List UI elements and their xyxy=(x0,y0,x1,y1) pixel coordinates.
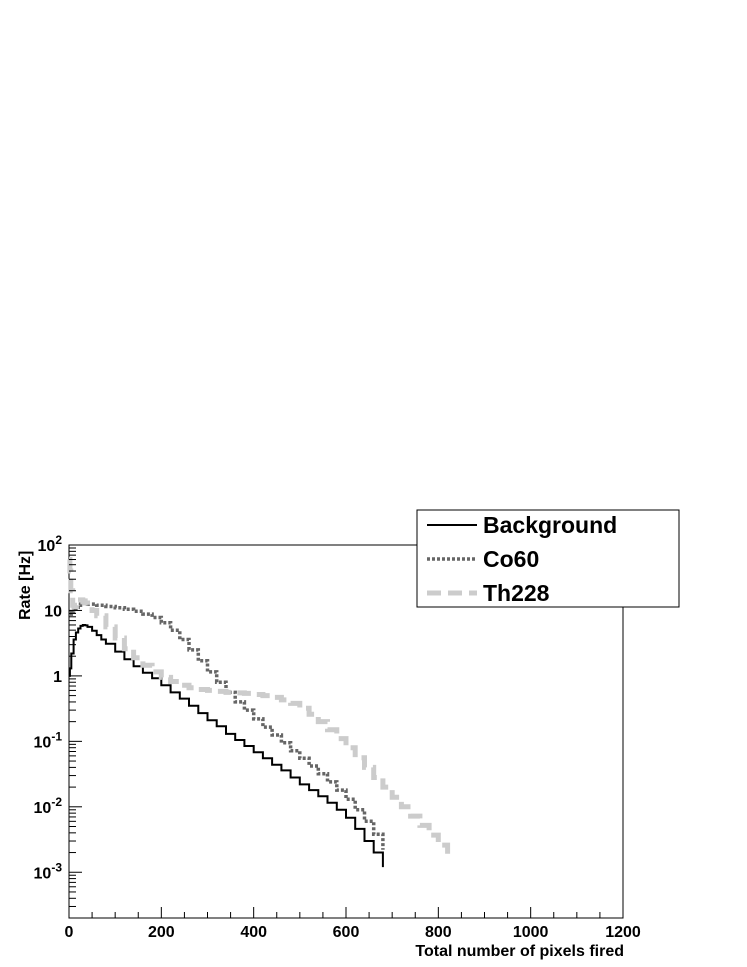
y-tick-label: 10-2 xyxy=(34,795,63,817)
x-tick-label: 800 xyxy=(425,924,452,941)
y-tick-label: 10-3 xyxy=(34,860,63,882)
series-line-th228 xyxy=(67,557,451,856)
y-tick-label: 102 xyxy=(38,533,63,555)
y-axis-label: Rate [Hz] xyxy=(17,551,34,620)
x-tick-label: 1200 xyxy=(605,924,641,941)
x-tick-label: 0 xyxy=(65,924,74,941)
legend-label-co60: Co60 xyxy=(483,546,539,572)
x-tick-label: 600 xyxy=(333,924,360,941)
y-tick-label: 10 xyxy=(44,603,62,620)
y-tick-label: 1 xyxy=(53,669,62,686)
x-tick-label: 1000 xyxy=(513,924,549,941)
series-line-background xyxy=(68,624,384,868)
legend-label-background: Background xyxy=(483,512,617,538)
legend: Background Co60 Th228 xyxy=(416,509,680,608)
series-layer xyxy=(67,557,451,868)
y-tick-label: 10-1 xyxy=(34,729,63,751)
legend-label-th228: Th228 xyxy=(483,580,550,606)
x-tick-label: 200 xyxy=(148,924,175,941)
x-axis-label: Total number of pixels fired xyxy=(415,943,624,960)
x-tick-label: 400 xyxy=(240,924,267,941)
